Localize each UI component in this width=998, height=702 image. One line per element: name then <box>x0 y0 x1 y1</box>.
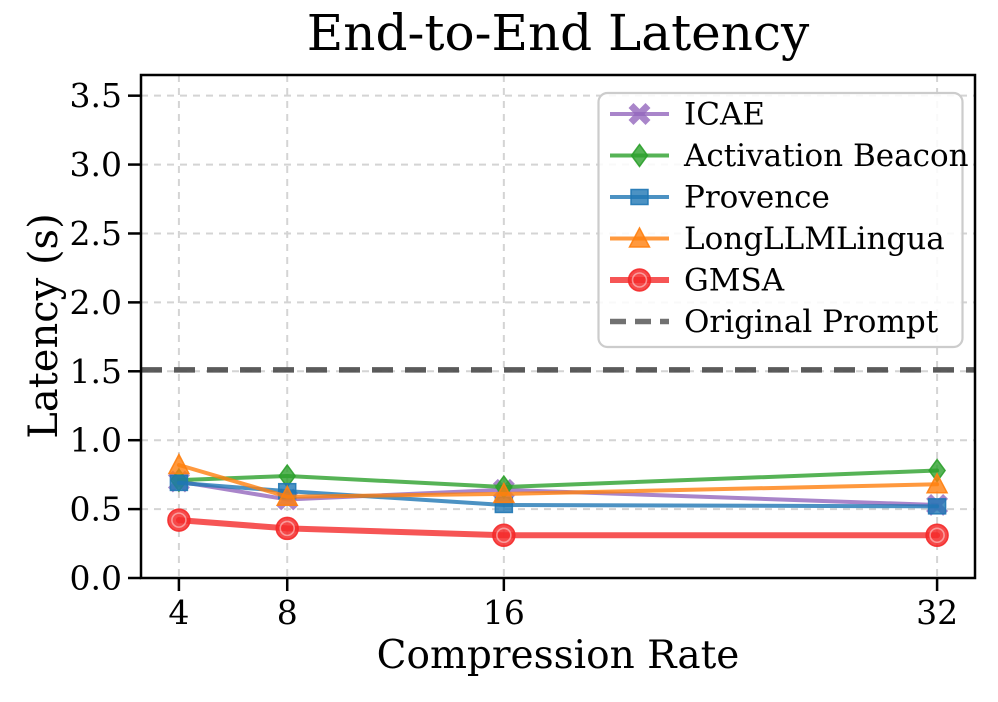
circle-inner-ring <box>171 512 187 528</box>
x-axis-label: Compression Rate <box>376 633 740 678</box>
legend-label: Activation Beacon <box>683 138 969 174</box>
y-tick-label: 3.0 <box>70 145 122 184</box>
x-glyph <box>628 103 651 125</box>
circle-inner-ring <box>496 527 512 544</box>
legend-entry-original-prompt: Original Prompt <box>610 304 939 340</box>
legend-label: LongLLMLingua <box>684 221 945 257</box>
y-tick-label: 2.0 <box>70 283 122 322</box>
marker-gmsa <box>275 516 299 541</box>
x-tick-label: 32 <box>916 593 958 632</box>
legend-entry-longllmlingua: LongLLMLingua <box>610 221 945 257</box>
circle-inner-ring <box>279 520 296 537</box>
series-line-provence <box>176 480 940 509</box>
y-tick-label: 1.0 <box>70 421 122 460</box>
diamond-glyph <box>630 143 649 168</box>
circle-glyph <box>925 523 949 548</box>
marker-longllmlingua <box>925 472 949 494</box>
triangle-glyph <box>167 452 191 475</box>
circle-glyph <box>275 516 299 541</box>
triangle-glyph <box>492 481 516 504</box>
y-tick-label: 0.5 <box>70 490 122 529</box>
legend-label: Provence <box>684 180 830 216</box>
marker-gmsa <box>925 523 949 548</box>
y-tick-label: 1.5 <box>70 352 122 391</box>
legend-label: GMSA <box>684 263 785 299</box>
axes-frame <box>139 73 977 580</box>
square-glyph <box>630 188 649 206</box>
series-gmsa <box>167 508 949 548</box>
axis-ticks: 4 8 16 32 0.0 0.5 1.0 1.5 2.0 2.5 3.0 3.5 <box>70 76 959 632</box>
x-tick-label: 16 <box>483 593 525 632</box>
legend-marker-gmsa <box>627 268 652 292</box>
series-line-gmsa <box>175 517 941 539</box>
marker-provence <box>927 498 947 515</box>
legend-box <box>597 91 964 349</box>
x-tick-label: 8 <box>277 593 298 632</box>
legend-label: Original Prompt <box>684 304 939 340</box>
triangle-glyph <box>628 226 651 248</box>
series-longllmlingua <box>167 452 949 506</box>
chart-title: End-to-End Latency <box>306 4 810 62</box>
square-glyph <box>169 474 189 492</box>
legend-entry-icae: ICAE <box>610 97 765 133</box>
y-tick-label: 2.5 <box>70 214 122 253</box>
circle-inner-ring <box>631 272 648 288</box>
circle-glyph <box>492 523 516 548</box>
legend-entry-gmsa: GMSA <box>610 263 785 299</box>
legend-marker-icae <box>628 103 651 125</box>
legend-marker-activation-beacon <box>630 143 649 168</box>
series-line-activation-beacon <box>176 468 940 490</box>
marker-provence <box>169 474 189 492</box>
triangle-glyph <box>275 484 299 506</box>
marker-longllmlingua <box>492 481 516 504</box>
legend-entry-provence: Provence <box>610 180 830 216</box>
legend: ICAE Activation Beacon Provence LongLLMLing… <box>597 91 969 349</box>
legend-entry-activation-beacon: Activation Beacon <box>610 138 969 174</box>
marker-longllmlingua <box>167 452 191 475</box>
y-tick-label: 3.5 <box>70 76 122 115</box>
square-glyph <box>927 498 947 515</box>
circle-inner-ring <box>929 527 945 544</box>
circle-glyph <box>167 508 191 532</box>
marker-gmsa <box>167 508 191 532</box>
x-tick-label: 4 <box>168 593 189 632</box>
legend-marker-provence <box>630 188 649 206</box>
marker-longllmlingua <box>275 484 299 506</box>
y-tick-label: 0.0 <box>70 559 122 598</box>
legend-label: ICAE <box>684 97 765 133</box>
series-provence <box>169 474 947 515</box>
marker-gmsa <box>492 523 516 548</box>
triangle-glyph <box>925 472 949 494</box>
legend-marker-longllmlingua <box>628 226 651 248</box>
circle-glyph <box>627 268 652 292</box>
series-line-longllmlingua <box>176 462 940 499</box>
